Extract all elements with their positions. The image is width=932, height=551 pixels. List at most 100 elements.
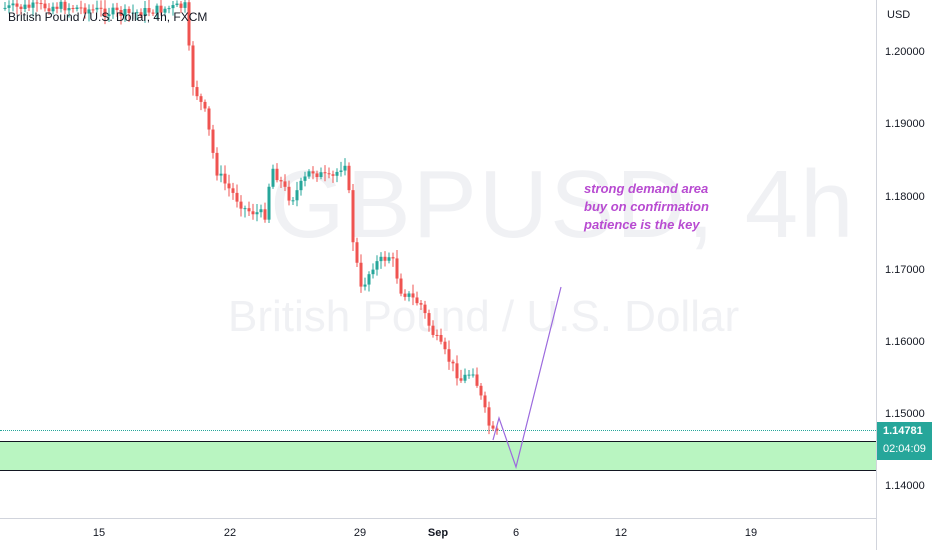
candle-body — [71, 8, 75, 10]
price-tick: 1.14000 — [885, 480, 925, 492]
price-tick: 1.19000 — [885, 118, 925, 130]
candle-body — [395, 258, 399, 279]
candle-body — [387, 257, 391, 261]
candle-body — [391, 257, 395, 259]
candle-body — [451, 361, 455, 364]
candle-body — [291, 200, 295, 202]
candle-body — [339, 170, 343, 172]
candle-body — [371, 269, 375, 275]
candle-body — [491, 425, 495, 429]
current-price-badge: 1.14781 02:04:09 — [877, 422, 932, 460]
candle-body — [87, 9, 91, 14]
current-price-value: 1.14781 — [883, 425, 923, 437]
candle-body — [67, 8, 71, 11]
candle-body — [39, 3, 43, 5]
candle-body — [31, 2, 35, 8]
projection-path[interactable] — [0, 0, 876, 518]
candle-body — [91, 9, 95, 11]
candle-body — [343, 165, 347, 171]
candle-body — [3, 7, 7, 9]
candle-body — [99, 7, 103, 9]
candle-body — [243, 208, 247, 210]
candle-body — [43, 3, 47, 9]
candle-body — [423, 304, 427, 314]
candle-body — [435, 334, 439, 336]
candle-body — [127, 8, 131, 14]
time-axis[interactable]: 15 22 29 Sep 6 12 19 — [0, 518, 876, 551]
candle-body — [399, 278, 403, 294]
annotation-line-3[interactable]: patience is the key — [584, 217, 700, 232]
candle-body — [223, 173, 227, 184]
symbol-title[interactable]: British Pound / U.S. Dollar, 4h, FXCM — [8, 10, 208, 24]
candle-body — [283, 181, 287, 187]
demand-zone-rectangle[interactable] — [0, 441, 876, 471]
candle-body — [467, 374, 471, 376]
candle-body — [163, 8, 167, 13]
candle-body — [167, 8, 171, 10]
candle-body — [123, 8, 127, 16]
candle-body — [171, 5, 175, 9]
candle-body — [51, 6, 55, 12]
time-tick: 12 — [614, 527, 628, 539]
annotation-line-2[interactable]: buy on confirmation — [584, 199, 709, 214]
candle-body — [287, 186, 291, 201]
candle-body — [115, 7, 119, 11]
candle-body — [335, 171, 339, 176]
candle-body — [415, 297, 419, 304]
candle-body — [191, 45, 195, 88]
candle-body — [463, 374, 467, 381]
candle-body — [479, 385, 483, 396]
candle-body — [419, 303, 423, 305]
candle-body — [427, 313, 431, 326]
candle-body — [447, 349, 451, 362]
projection-line — [492, 286, 562, 470]
candle-body — [119, 10, 123, 16]
candle-body — [459, 378, 463, 381]
time-tick: 6 — [512, 527, 520, 539]
candle-body — [143, 8, 147, 16]
candle-body — [235, 192, 239, 202]
candle-body — [11, 3, 15, 6]
candle-body — [455, 363, 459, 379]
candle-body — [175, 3, 179, 6]
candle-body — [203, 101, 207, 109]
candle-body — [63, 1, 67, 11]
candle-body — [299, 180, 303, 191]
candle-body — [267, 186, 271, 220]
candle-body — [307, 171, 311, 177]
candle-body — [159, 5, 163, 13]
candle-body — [483, 395, 487, 408]
candle-body — [403, 293, 407, 297]
candle-body — [103, 8, 107, 17]
candle-body — [383, 256, 387, 261]
candle-body — [323, 172, 327, 174]
candle-body — [135, 12, 139, 14]
candle-body — [271, 168, 275, 187]
candle-body — [195, 87, 199, 97]
candle-body — [35, 2, 39, 4]
candle-body — [359, 262, 363, 287]
candle-body — [367, 274, 371, 285]
candle-body — [247, 208, 251, 212]
chart-pane[interactable]: GBPUSD, 4h British Pound / U.S. Dollar B… — [0, 0, 876, 518]
candle-body — [487, 407, 491, 426]
bar-countdown: 02:04:09 — [883, 443, 926, 455]
candle-body — [327, 173, 331, 175]
candle-body — [255, 212, 259, 215]
time-tick: 19 — [744, 527, 758, 539]
time-tick: 29 — [353, 527, 367, 539]
candle-body — [47, 8, 51, 12]
candle-body — [211, 129, 215, 153]
annotation-line-1[interactable]: strong demand area — [584, 181, 709, 196]
currency-label: USD — [887, 9, 911, 21]
price-tick: 1.15000 — [885, 408, 925, 420]
candle-body — [279, 180, 283, 182]
candle-body — [79, 7, 83, 9]
time-tick-month: Sep — [427, 527, 449, 539]
price-tick: 1.20000 — [885, 46, 925, 58]
candle-body — [375, 261, 379, 270]
price-tick: 1.18000 — [885, 191, 925, 203]
candle-body — [207, 108, 211, 130]
candle-body — [411, 293, 415, 298]
price-axis[interactable]: USD 1.20000 1.19000 1.18000 1.17000 1.16… — [876, 0, 932, 550]
